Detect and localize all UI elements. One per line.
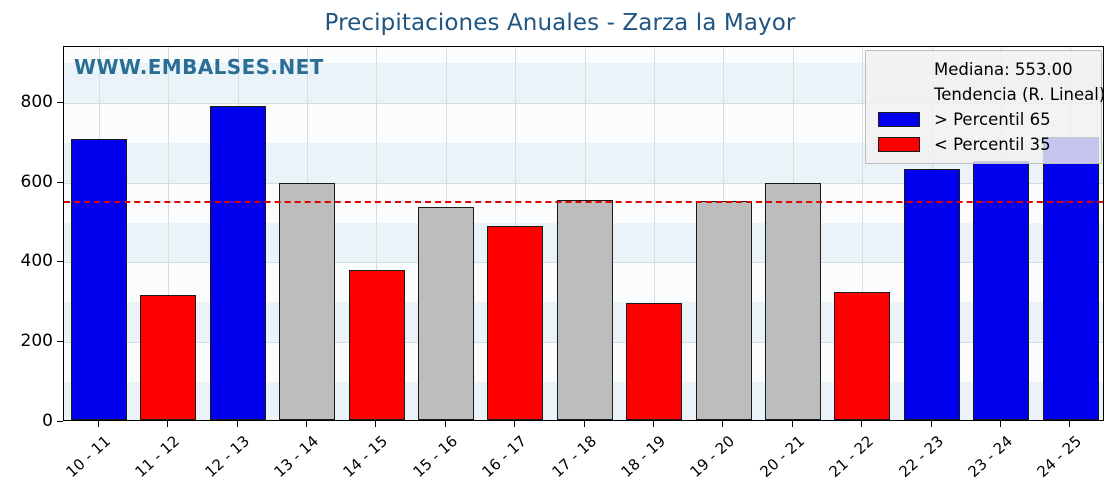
bar-11-12 xyxy=(140,295,196,420)
x-tick-label: 22 - 23 xyxy=(895,432,948,481)
x-tick-label: 19 - 20 xyxy=(686,432,739,481)
x-tick-mark xyxy=(98,421,100,427)
gridline xyxy=(64,102,1103,104)
bar-22-23 xyxy=(904,169,960,420)
bar-21-22 xyxy=(834,291,890,420)
x-tick-mark xyxy=(306,421,308,427)
x-tick-mark xyxy=(653,421,655,427)
x-tick-label: 16 - 17 xyxy=(478,432,531,481)
legend-item-above-percentile: > Percentil 65 xyxy=(874,107,1093,132)
legend-item-trend: Tendencia (R. Lineal) xyxy=(874,82,1105,107)
legend-label-below: < Percentil 35 xyxy=(934,135,1051,154)
x-tick-mark xyxy=(584,421,586,427)
legend-label-trend: Tendencia (R. Lineal) xyxy=(934,85,1106,104)
y-tick-mark xyxy=(57,341,63,343)
median-line xyxy=(64,201,1103,204)
bar-23-24 xyxy=(973,161,1029,420)
legend-item-median: Mediana: 553.00 xyxy=(874,57,1093,82)
y-tick-label: 400 xyxy=(20,251,53,271)
bar-19-20 xyxy=(696,201,752,420)
trend-line xyxy=(98,47,1103,49)
bar-24-25 xyxy=(1043,136,1099,420)
red-patch-swatch xyxy=(874,137,924,152)
bar-16-17 xyxy=(487,225,543,420)
gridline xyxy=(654,47,655,420)
x-tick-mark xyxy=(1000,421,1002,427)
y-tick-mark xyxy=(57,261,63,263)
x-tick-mark xyxy=(514,421,516,427)
x-tick-label: 15 - 16 xyxy=(409,432,462,481)
y-tick-mark xyxy=(57,102,63,104)
y-tick-label: 200 xyxy=(20,331,53,351)
y-tick-label: 800 xyxy=(20,92,53,112)
x-tick-mark xyxy=(931,421,933,427)
y-tick-mark xyxy=(57,182,63,184)
x-tick-label: 13 - 14 xyxy=(270,432,323,481)
bar-14-15 xyxy=(349,270,405,420)
x-tick-mark xyxy=(1069,421,1071,427)
x-tick-mark xyxy=(792,421,794,427)
chart-legend: Mediana: 553.00 Tendencia (R. Lineal) > … xyxy=(865,50,1105,164)
y-tick-label: 0 xyxy=(42,411,53,431)
blue-patch-swatch xyxy=(874,112,924,127)
bar-13-14 xyxy=(279,183,335,420)
bar-17-18 xyxy=(557,200,613,420)
bar-18-19 xyxy=(626,303,682,420)
y-tick-label: 600 xyxy=(20,172,53,192)
legend-item-below-percentile: < Percentil 35 xyxy=(874,132,1093,157)
watermark: WWW.EMBALSES.NET xyxy=(74,55,324,79)
gridline xyxy=(862,47,863,420)
page-title: Precipitaciones Anuales - Zarza la Mayor xyxy=(324,10,796,36)
bar-20-21 xyxy=(765,183,821,420)
y-tick-mark xyxy=(57,421,63,423)
x-tick-mark xyxy=(375,421,377,427)
plot-area: WWW.EMBALSES.NET xyxy=(63,46,1104,421)
x-tick-label: 10 - 11 xyxy=(62,432,115,481)
x-tick-label: 14 - 15 xyxy=(339,432,392,481)
x-tick-mark xyxy=(445,421,447,427)
square-icon xyxy=(878,112,920,127)
bar-10-11 xyxy=(71,139,127,420)
legend-label-above: > Percentil 65 xyxy=(934,110,1051,129)
legend-label-median: Mediana: 553.00 xyxy=(934,60,1073,79)
bar-12-13 xyxy=(210,105,266,420)
gridline xyxy=(64,182,1103,184)
x-tick-label: 23 - 24 xyxy=(964,432,1017,481)
bar-15-16 xyxy=(418,206,474,420)
x-tick-mark xyxy=(861,421,863,427)
square-icon xyxy=(878,137,920,152)
x-tick-label: 20 - 21 xyxy=(756,432,809,481)
x-tick-label: 17 - 18 xyxy=(548,432,601,481)
gridline xyxy=(168,47,169,420)
x-tick-label: 11 - 12 xyxy=(131,432,184,481)
x-tick-mark xyxy=(722,421,724,427)
x-tick-label: 12 - 13 xyxy=(201,432,254,481)
x-tick-mark xyxy=(237,421,239,427)
gridline xyxy=(376,47,377,420)
x-tick-label: 18 - 19 xyxy=(617,432,670,481)
x-tick-label: 24 - 25 xyxy=(1033,432,1086,481)
x-tick-mark xyxy=(167,421,169,427)
x-tick-label: 21 - 22 xyxy=(825,432,878,481)
